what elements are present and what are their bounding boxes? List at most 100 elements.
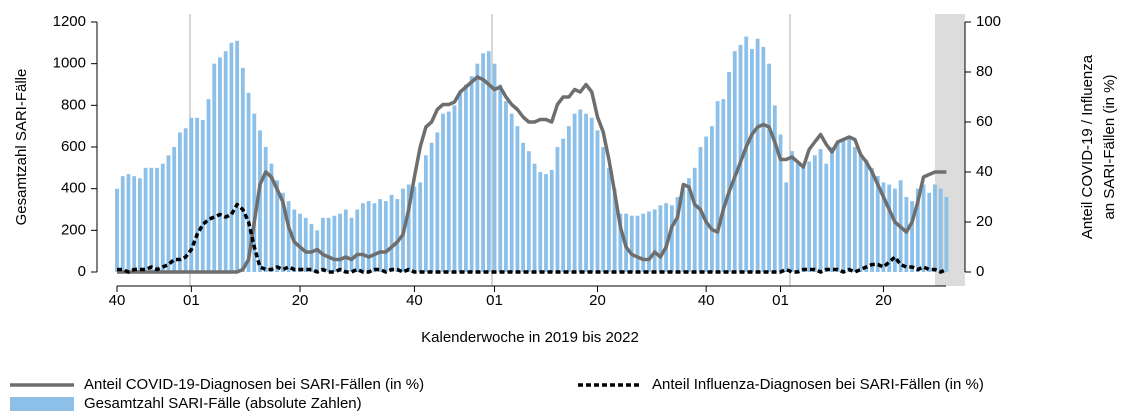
bar	[629, 215, 634, 272]
bar	[212, 63, 217, 272]
bar	[681, 188, 686, 272]
bar	[561, 138, 566, 272]
bar	[858, 155, 863, 272]
bar	[544, 174, 548, 272]
bar	[326, 217, 331, 272]
bar	[669, 205, 674, 272]
bar	[767, 63, 771, 272]
bar	[704, 136, 709, 272]
y-axis-title: Gesamtzahl SARI-Fälle	[13, 69, 30, 226]
bar	[115, 188, 119, 272]
bar	[744, 36, 749, 273]
y-tick-label: 1200	[53, 13, 86, 30]
bar	[504, 101, 508, 273]
bar	[893, 188, 897, 272]
bar	[395, 199, 400, 272]
bar	[635, 215, 640, 272]
bar	[841, 138, 846, 272]
bar	[355, 209, 360, 272]
bar	[206, 99, 211, 272]
bar	[446, 111, 451, 272]
bar	[549, 169, 554, 272]
bar	[366, 201, 371, 272]
bar	[784, 182, 789, 272]
bar	[595, 130, 600, 272]
x-tick-label: 01	[486, 292, 503, 309]
bar	[166, 155, 171, 272]
bar	[715, 101, 720, 273]
bar	[126, 174, 131, 272]
bar	[412, 186, 417, 272]
bar	[566, 126, 571, 273]
bar	[332, 215, 337, 272]
bar	[441, 113, 445, 273]
bar	[240, 67, 245, 272]
bar	[904, 197, 909, 272]
bar	[526, 151, 531, 272]
bar	[555, 147, 560, 272]
bar	[709, 126, 714, 273]
bar	[298, 213, 302, 272]
y2-tick-label: 40	[976, 163, 993, 180]
bar	[755, 38, 760, 272]
y-tick-label: 1000	[53, 55, 86, 72]
bar	[778, 134, 783, 272]
y2-tick-label: 100	[976, 13, 1001, 30]
x-tick-label: 20	[292, 292, 309, 309]
bar	[790, 151, 794, 272]
bar	[521, 142, 526, 272]
x-tick-label: 40	[698, 292, 715, 309]
bar	[218, 57, 222, 272]
bar	[458, 92, 463, 272]
bar	[881, 182, 886, 272]
bar	[601, 147, 606, 272]
line	[117, 75, 947, 274]
bar	[921, 184, 926, 272]
bar	[349, 217, 354, 272]
bar	[915, 188, 920, 272]
bar	[452, 105, 457, 272]
bar	[721, 99, 726, 272]
bar	[195, 117, 199, 272]
bar	[727, 72, 731, 272]
bar	[178, 132, 182, 272]
bar	[464, 84, 468, 272]
bar	[183, 128, 188, 272]
bar	[750, 49, 754, 273]
bar	[492, 63, 497, 272]
bar	[143, 167, 148, 272]
bar	[532, 163, 537, 272]
y2-axis-title: an SARI-Fällen (in %)	[1101, 74, 1118, 219]
plot	[115, 36, 949, 274]
x-tick-label: 20	[589, 292, 606, 309]
bar	[847, 136, 852, 272]
y-tick-label: 0	[78, 263, 86, 280]
bar	[200, 119, 205, 273]
bar	[647, 211, 651, 272]
bar	[263, 147, 268, 272]
bar	[664, 203, 669, 272]
bar	[389, 194, 394, 272]
bar	[172, 147, 177, 272]
y2-tick-label: 0	[976, 263, 984, 280]
bar	[772, 105, 777, 272]
bar	[641, 213, 646, 272]
bar	[938, 188, 943, 272]
x-tick-label: 40	[109, 292, 126, 309]
y2-tick-label: 80	[976, 63, 993, 80]
bar	[258, 130, 262, 272]
x-tick-label: 40	[406, 292, 423, 309]
bar	[343, 209, 348, 272]
bar	[383, 201, 388, 272]
bar	[652, 209, 657, 272]
bar	[469, 76, 474, 273]
bar	[607, 167, 611, 272]
bar	[378, 199, 383, 272]
line	[117, 202, 948, 274]
bar	[120, 176, 125, 272]
bar	[132, 176, 137, 272]
bar	[303, 217, 308, 272]
bar	[578, 109, 583, 272]
bar	[864, 159, 869, 272]
